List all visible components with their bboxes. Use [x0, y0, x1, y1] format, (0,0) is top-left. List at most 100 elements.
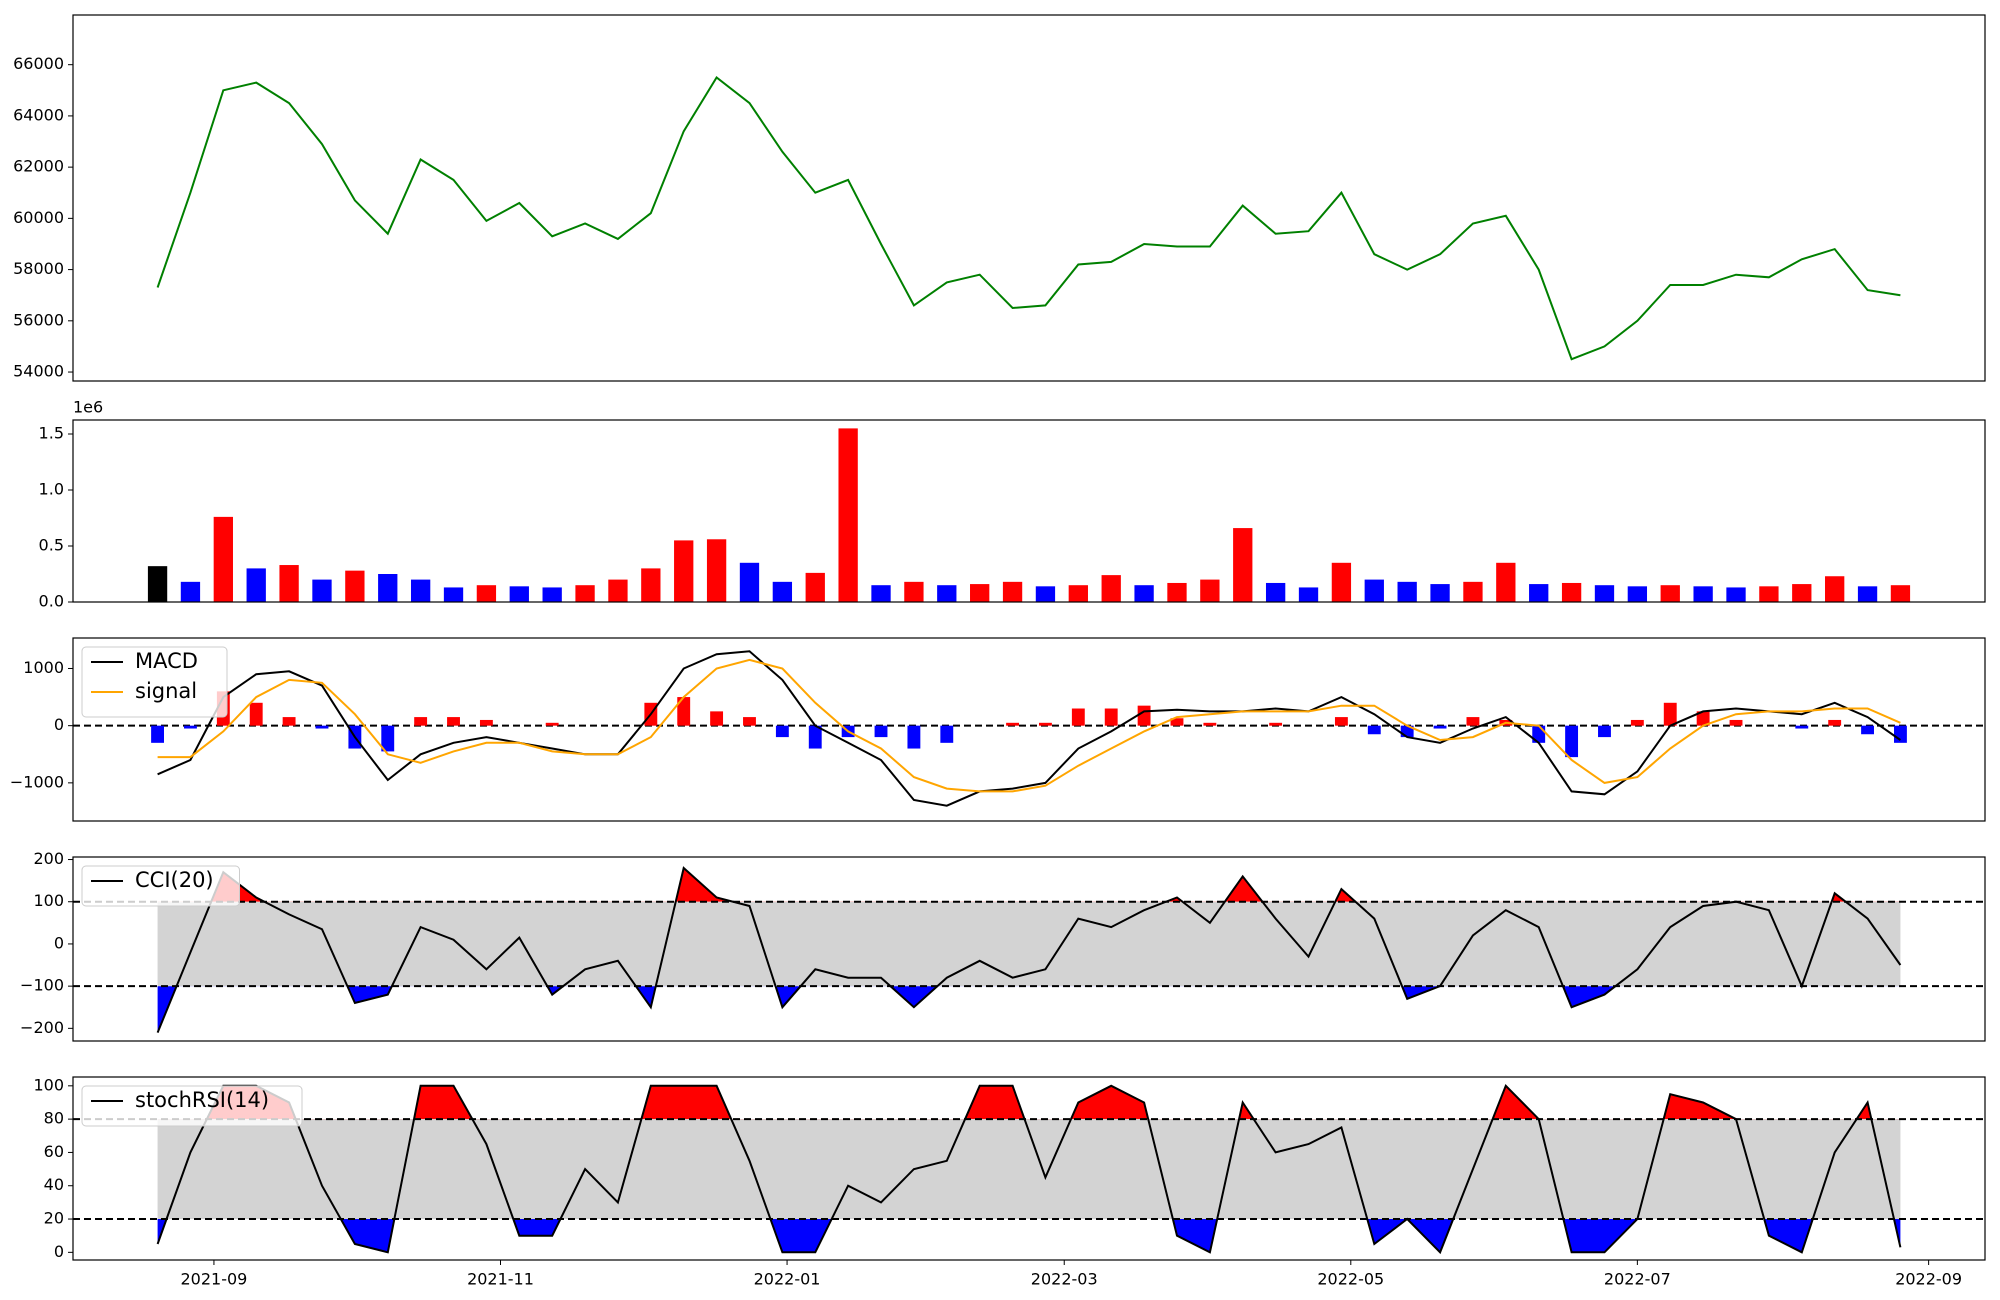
- volume-bar: [1792, 584, 1812, 602]
- volume-bar: [542, 587, 562, 602]
- y-tick-label: 60: [44, 1142, 64, 1161]
- legend-label: MACD: [135, 649, 198, 673]
- volume-bar: [410, 579, 431, 602]
- histogram-bar: [1367, 725, 1381, 735]
- y-tick-label: 58000: [13, 259, 64, 278]
- axes-frame: [72, 856, 1986, 1042]
- histogram-bar: [1334, 717, 1348, 726]
- axes-frame: [72, 637, 1986, 822]
- axes-frame: [72, 1076, 1986, 1261]
- histogram-bar: [414, 717, 428, 726]
- volume-bar: [279, 565, 299, 602]
- y-tick-label: 56000: [13, 310, 64, 329]
- y-tick-label: 100: [33, 1075, 64, 1094]
- histogram-bar: [184, 725, 197, 729]
- histogram-bar: [315, 725, 329, 729]
- neutral-band: [157, 1119, 1901, 1220]
- y-tick-label: 66000: [13, 54, 64, 73]
- histogram-bar: [1598, 725, 1611, 738]
- volume-bar: [1331, 562, 1352, 602]
- volume-bar: [805, 572, 825, 602]
- volume-bar: [378, 574, 398, 602]
- legend: CCI(20): [81, 865, 240, 907]
- histogram-bar: [1795, 725, 1809, 729]
- histogram-bar: [1006, 722, 1019, 726]
- panel: 1e6 0.0 0.5 1.0 1.5: [39, 398, 1986, 611]
- volume-bar: [641, 568, 661, 602]
- y-tick-label: 80: [44, 1109, 64, 1128]
- volume-bar: [1693, 586, 1713, 602]
- neutral-band: [157, 901, 1901, 987]
- panel: stochRSI(14) 0 20 40 60 80 100 2021-09 2021-11 20…: [33, 1075, 1986, 1289]
- histogram-bar: [677, 697, 691, 726]
- histogram-bar: [1137, 705, 1151, 726]
- volume-bar: [1101, 575, 1121, 602]
- histogram-bar: [1071, 708, 1085, 726]
- y-tick-label: 20: [44, 1209, 64, 1228]
- histogram-bar: [545, 722, 559, 726]
- x-tick-label: 2021-11: [467, 1270, 534, 1289]
- volume-bar: [871, 585, 891, 602]
- y-tick-label: 0: [54, 1242, 64, 1261]
- volume-bar: [1167, 582, 1187, 602]
- x-tick-label: 2022-07: [1604, 1270, 1671, 1289]
- volume-bar: [1857, 586, 1878, 602]
- volume-bar: [1364, 579, 1384, 602]
- volume-bar: [1561, 582, 1582, 602]
- volume-bar: [1463, 581, 1483, 602]
- volume-bar: [1594, 585, 1615, 602]
- histogram-bar: [1828, 719, 1842, 726]
- volume-bar: [1660, 585, 1680, 602]
- histogram-bar: [743, 717, 756, 726]
- volume-bar: [1233, 528, 1253, 602]
- y-tick-label: 100: [33, 891, 64, 910]
- x-tick-label: 2022-05: [1317, 1270, 1384, 1289]
- histogram-bar: [1663, 702, 1677, 726]
- volume-bar: [509, 586, 529, 602]
- y-tick-label: 0.5: [39, 536, 64, 555]
- volume-bar: [443, 587, 464, 602]
- volume-bar: [1068, 585, 1088, 602]
- legend-box: [81, 865, 240, 907]
- volume-bar: [706, 539, 727, 602]
- volume-bar: [312, 579, 332, 602]
- y-tick-label: 0: [54, 715, 64, 734]
- histogram-bar: [282, 717, 296, 726]
- indicator-line: [156, 866, 1902, 1033]
- histogram-bar: [1466, 717, 1480, 726]
- volume-bar: [1759, 586, 1779, 602]
- histogram-bar: [1104, 708, 1118, 726]
- volume-bar: [1298, 587, 1319, 602]
- y-tick-label: 1000: [23, 658, 64, 677]
- x-tick-label: 2022-09: [1895, 1270, 1962, 1289]
- panel: CCI(20) −200 −100 0 100 200: [20, 849, 1986, 1042]
- panel: MACD signal −1000 0 1000: [10, 637, 1986, 822]
- histogram-bar: [1170, 718, 1184, 726]
- volume-bar: [1430, 584, 1450, 602]
- volume-bar: [608, 579, 628, 602]
- volume-bar: [1627, 586, 1648, 602]
- indicator-line: [156, 1084, 1902, 1255]
- legend: MACD signal: [81, 646, 228, 718]
- histogram-bar: [447, 717, 460, 726]
- histogram-bar: [1729, 719, 1743, 726]
- volume-bar: [575, 585, 595, 602]
- axes-frame: [72, 419, 1986, 603]
- histogram-bar: [1894, 725, 1907, 743]
- volume-bar: [739, 562, 760, 602]
- volume-bar: [1002, 581, 1023, 602]
- histogram-bar: [775, 725, 789, 738]
- legend-label: CCI(20): [135, 868, 214, 892]
- y-tick-label: −1000: [10, 772, 64, 791]
- y-tick-label: −100: [20, 976, 64, 995]
- volume-bar: [1397, 581, 1417, 602]
- volume-bar: [1890, 585, 1911, 602]
- y-tick-label: 40: [44, 1175, 64, 1194]
- histogram-bar: [1039, 722, 1052, 726]
- histogram-bar: [907, 725, 921, 749]
- histogram-bar: [1269, 722, 1283, 726]
- y-tick-label: 64000: [13, 105, 64, 124]
- legend-label: stochRSI(14): [135, 1088, 269, 1112]
- histogram-bar: [1630, 719, 1644, 726]
- indicator-line: [157, 650, 1901, 807]
